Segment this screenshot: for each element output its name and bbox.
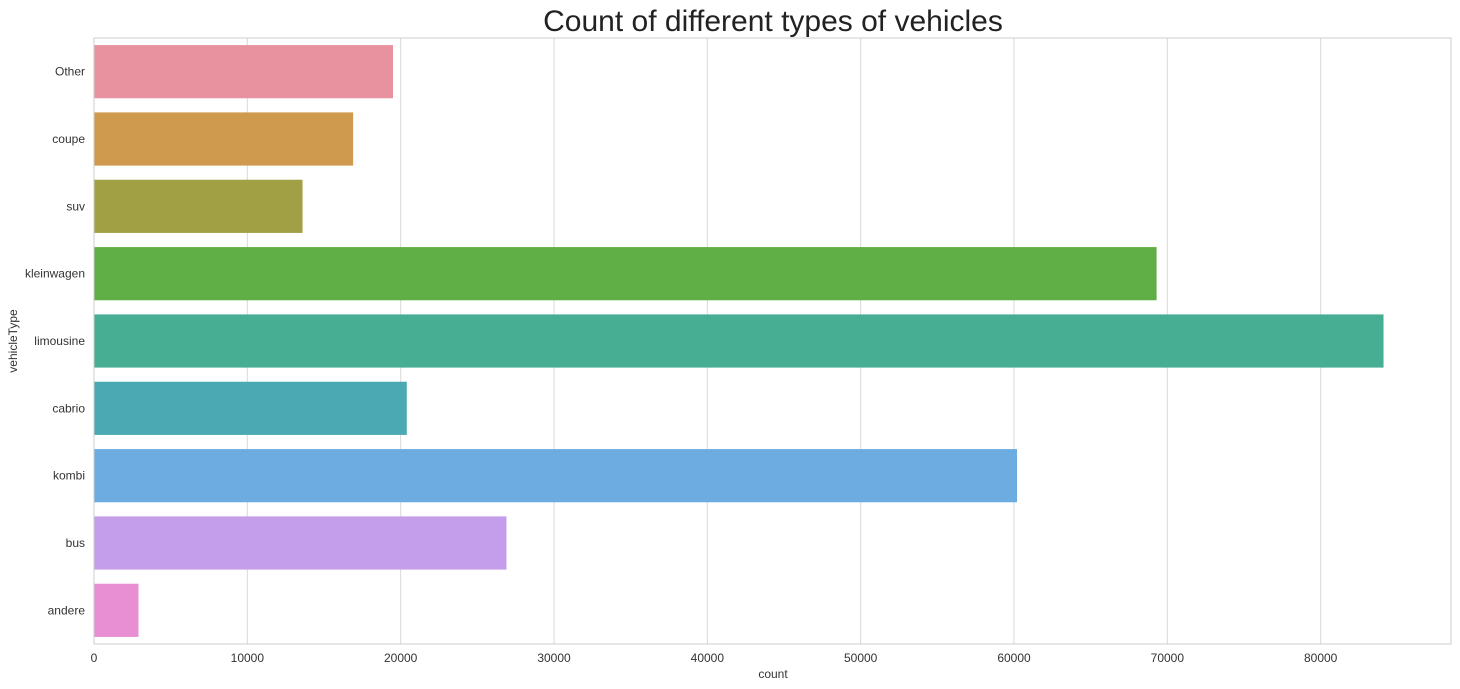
y-tick-labels: Other coupe suv kleinwagen limousine cabrio ko… — [25, 65, 85, 618]
x-tick-label: 30000 — [537, 651, 571, 665]
bar-other — [94, 45, 393, 99]
x-tick-label: 10000 — [231, 651, 265, 665]
x-tick-label: 0 — [91, 651, 98, 665]
bar-layer — [94, 45, 1384, 637]
bar-kombi — [94, 449, 1018, 503]
y-tick-label: cabrio — [52, 401, 85, 415]
bar-andere — [94, 583, 139, 637]
x-tick-label: 40000 — [691, 651, 725, 665]
y-tick-label: kleinwagen — [25, 267, 85, 281]
bar-bus — [94, 516, 507, 570]
x-tick-label: 50000 — [844, 651, 878, 665]
y-tick-label: limousine — [34, 334, 85, 348]
bar-kleinwagen — [94, 247, 1157, 301]
bar-suv — [94, 179, 303, 233]
y-tick-label: Other — [55, 65, 85, 79]
x-tick-labels: 0 10000 20000 30000 40000 50000 60000 70000 8000… — [91, 651, 1338, 665]
y-tick-label: bus — [66, 536, 85, 550]
x-tick-label: 60000 — [997, 651, 1031, 665]
y-tick-label: coupe — [52, 132, 85, 146]
x-tick-label: 70000 — [1151, 651, 1185, 665]
bar-cabrio — [94, 381, 407, 435]
x-axis-label: count — [758, 667, 788, 681]
y-tick-label: kombi — [53, 469, 85, 483]
bar-coupe — [94, 112, 354, 166]
y-tick-label: andere — [48, 603, 86, 617]
y-axis-label: vehicleType — [6, 309, 20, 373]
bar-limousine — [94, 314, 1384, 368]
chart-title: Count of different types of vehicles — [543, 5, 1003, 38]
plot-frame — [93, 37, 1452, 645]
x-tick-label: 80000 — [1304, 651, 1338, 665]
y-tick-label: suv — [66, 199, 85, 213]
x-tick-label: 20000 — [384, 651, 418, 665]
